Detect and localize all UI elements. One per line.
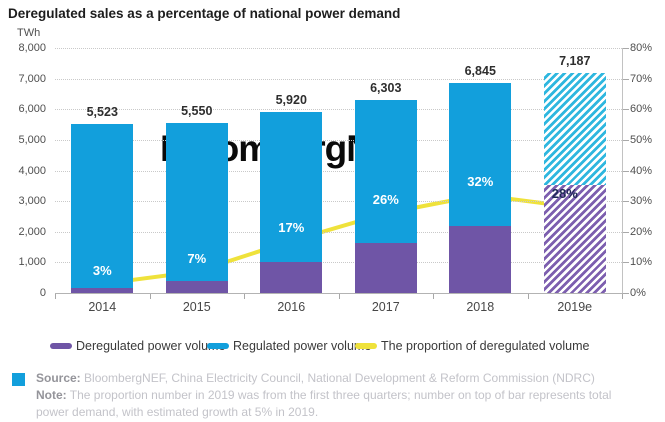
gridline	[55, 48, 622, 49]
gridline	[55, 109, 622, 111]
right-axis-tick-label: 40%	[630, 164, 653, 177]
bottom-axis-tick	[338, 294, 340, 299]
bottom-axis-tick	[527, 294, 529, 299]
legend-label: Deregulated power volume	[76, 339, 226, 353]
proportion-pct-label: 26%	[372, 192, 399, 208]
right-axis-tick-label: 70%	[630, 72, 653, 85]
right-axis-tick-label: 10%	[630, 256, 653, 269]
legend-swatch-icon	[355, 343, 377, 349]
bar-segment-regulated	[71, 123, 134, 288]
proportion-pct-label: 17%	[278, 219, 305, 235]
legend-swatch-icon	[207, 343, 229, 349]
source-brand-icon	[12, 373, 25, 386]
left-axis-tick-label: 8,000	[18, 42, 46, 54]
bar-segment-deregulated	[71, 287, 134, 293]
gridline	[55, 201, 622, 203]
bar-segment-deregulated	[165, 281, 228, 293]
bottom-axis-tick	[55, 294, 56, 299]
bottom-axis-tick	[149, 294, 151, 299]
source-label: Source:	[36, 371, 81, 385]
right-axis-line	[622, 48, 623, 293]
left-axis-tick-label: 4,000	[18, 164, 46, 177]
gridline	[55, 231, 622, 233]
gridline	[55, 262, 622, 264]
legend-swatch-icon	[50, 343, 72, 349]
legend-label: The proportion of deregulated volume	[381, 339, 590, 353]
left-axis-unit-label: TWh	[17, 27, 41, 39]
right-axis-tick-label: 50%	[630, 133, 653, 146]
bar-segment-deregulated	[543, 184, 606, 293]
gridline	[55, 78, 622, 80]
left-axis-tick-label: 2,000	[18, 225, 46, 238]
bar-segment-regulated	[354, 99, 417, 243]
note-label: Note:	[36, 388, 67, 402]
bar-total-label: 5,920	[275, 92, 307, 107]
right-axis-tick	[622, 78, 629, 80]
bar-total-label: 5,523	[86, 104, 118, 119]
right-axis-tick	[622, 139, 629, 141]
bottom-axis-tick	[433, 294, 434, 299]
left-axis-tick-label: 0	[39, 287, 46, 299]
bar-total-label: 6,303	[370, 80, 402, 95]
x-axis-category-label: 2016	[277, 300, 306, 314]
bar-segment-deregulated	[449, 225, 512, 293]
x-axis-category-label: 2017	[371, 300, 400, 314]
footer-note: Source: BloombergNEF, China Electricity …	[36, 370, 636, 421]
left-axis-tick-label: 3,000	[18, 195, 46, 208]
x-axis-category-label: 2014	[88, 300, 117, 314]
left-axis-tick-label: 5,000	[18, 133, 46, 146]
right-axis-tick	[622, 262, 629, 264]
bar-segment-regulated	[543, 72, 606, 185]
gridline	[55, 170, 622, 172]
right-axis-tick	[622, 201, 629, 203]
right-axis-tick	[622, 109, 629, 111]
bar-total-label: 5,550	[181, 104, 213, 119]
right-axis-tick-label: 0%	[630, 287, 646, 299]
right-axis-tick-label: 60%	[630, 103, 653, 116]
proportion-pct-label: 32%	[467, 174, 494, 189]
bar-segment-regulated	[165, 123, 228, 282]
right-axis-tick-label: 30%	[630, 195, 653, 208]
legend-label: Regulated power volume	[233, 339, 372, 353]
bar-total-label: 6,845	[464, 64, 496, 79]
bar-segment-deregulated	[354, 242, 417, 293]
right-axis-tick	[622, 170, 629, 172]
bottom-axis-line	[55, 293, 623, 294]
source-text: BloombergNEF, China Electricity Council,…	[80, 371, 595, 385]
chart-title: Deregulated sales as a percentage of nat…	[8, 6, 401, 21]
x-axis-category-label: 2019e	[557, 300, 593, 314]
bar-total-label: 7,187	[559, 53, 591, 68]
bottom-axis-tick	[622, 294, 623, 299]
right-axis-tick	[622, 293, 629, 294]
bar-segment-regulated	[449, 83, 512, 226]
proportion-pct-label: 7%	[187, 250, 207, 266]
right-axis-tick	[622, 231, 629, 233]
proportion-pct-label: 3%	[92, 262, 112, 278]
x-axis-category-label: 2015	[182, 300, 211, 314]
left-axis-tick-label: 7,000	[18, 72, 46, 85]
proportion-pct-label: 28%	[551, 186, 578, 202]
right-axis-tick-label: 80%	[630, 42, 653, 54]
left-axis-tick-label: 6,000	[18, 103, 46, 116]
x-axis-category-label: 2018	[466, 300, 495, 314]
right-axis-tick-label: 20%	[630, 225, 653, 238]
left-axis-tick-label: 1,000	[18, 256, 46, 269]
right-axis-tick	[622, 48, 629, 49]
bottom-axis-tick	[244, 294, 245, 299]
gridline	[55, 139, 622, 141]
note-text: The proportion number in 2019 was from t…	[36, 388, 612, 419]
bar-segment-regulated	[260, 111, 323, 263]
bar-segment-deregulated	[260, 262, 323, 293]
